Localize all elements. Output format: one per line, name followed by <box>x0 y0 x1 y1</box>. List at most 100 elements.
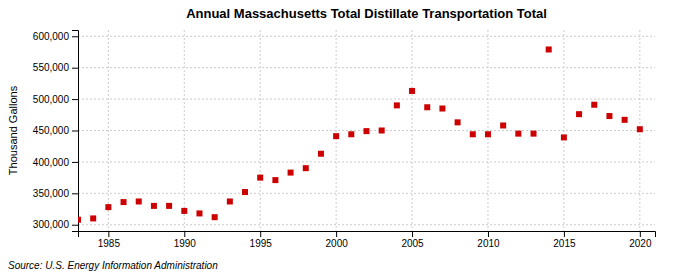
point <box>515 131 521 137</box>
point <box>303 165 309 171</box>
y-tick: 350,000 <box>33 188 78 199</box>
point <box>242 189 248 195</box>
x-tick-mark <box>564 231 565 237</box>
point <box>227 198 233 204</box>
x-tick-label: 2000 <box>326 238 349 249</box>
point <box>364 128 370 134</box>
point <box>105 204 111 210</box>
y-tick-label: 300,000 <box>33 219 70 230</box>
point <box>151 203 157 209</box>
y-tick-mark <box>72 99 78 100</box>
chart: 19851990199520002005201020152020300,0003… <box>0 0 675 275</box>
grid <box>78 30 655 231</box>
point <box>136 198 142 204</box>
x-tick-mark <box>488 231 489 237</box>
x-tick-label: 1990 <box>174 238 197 249</box>
plot-area: 19851990199520002005201020152020300,0003… <box>33 30 656 249</box>
x-tick-label: 2005 <box>401 238 424 249</box>
point <box>591 102 597 108</box>
y-tick-mark <box>72 131 78 132</box>
x-tick-mark <box>412 231 413 237</box>
point <box>637 126 643 132</box>
point <box>455 119 461 125</box>
point <box>424 104 430 110</box>
x-tick-label: 2010 <box>477 238 500 249</box>
y-tick-mark <box>72 68 78 69</box>
y-tick-mark <box>72 225 78 226</box>
y-axis-line <box>72 31 79 232</box>
x-tick-mark <box>640 231 641 237</box>
point <box>78 217 81 223</box>
point <box>394 102 400 108</box>
y-tick-label: 500,000 <box>33 94 70 105</box>
y-tick-label: 400,000 <box>33 157 70 168</box>
point <box>272 177 278 183</box>
point <box>561 134 567 140</box>
y-grid-line <box>78 224 655 225</box>
point <box>196 210 202 216</box>
point <box>439 106 445 112</box>
y-tick: 550,000 <box>33 62 78 73</box>
point <box>90 215 96 221</box>
x-tick-label: 1995 <box>250 238 273 249</box>
y-tick-mark <box>72 36 78 37</box>
point <box>622 117 628 123</box>
point <box>379 128 385 134</box>
annotation: Source: U.S. Energy Information Administ… <box>8 260 218 271</box>
x-axis-line <box>79 232 656 238</box>
x-axis: 1985 1990 1995 2000 2005 2010 2015 2020 <box>79 231 656 249</box>
x-tick-label: 2020 <box>629 238 652 249</box>
x-tick: 1995 <box>250 231 273 249</box>
y-grid-line <box>78 36 655 37</box>
y-grid-line <box>78 161 655 162</box>
point <box>485 131 491 137</box>
x-tick-label: 2015 <box>553 238 576 249</box>
point <box>531 131 537 137</box>
y-tick-label: 350,000 <box>33 188 70 199</box>
point <box>470 131 476 137</box>
y-axis: 300,000 350,000 400,000 450,000 500,000 550,0… <box>33 31 79 232</box>
point <box>212 214 218 220</box>
y-grid-line <box>78 193 655 194</box>
x-grid-line <box>108 30 109 231</box>
point <box>409 88 415 94</box>
points <box>78 46 643 222</box>
x-tick-mark <box>260 231 261 237</box>
y-tick-mark <box>72 193 78 194</box>
x-tick: 2000 <box>326 231 349 249</box>
x-tick: 1990 <box>174 231 197 249</box>
y-tick: 300,000 <box>33 219 78 230</box>
x-tick-label: 1985 <box>98 238 121 249</box>
y-tick-label: 450,000 <box>33 125 70 136</box>
point <box>166 203 172 209</box>
y-tick-mark <box>72 162 78 163</box>
y-tick-label: 550,000 <box>33 62 70 73</box>
point <box>257 175 263 181</box>
x-tick: 2010 <box>477 231 500 249</box>
point <box>181 208 187 214</box>
x-tick-mark <box>108 231 109 237</box>
x-tick: 2005 <box>401 231 424 249</box>
point <box>546 46 552 52</box>
x-tick: 1985 <box>98 231 121 249</box>
y-grid-line <box>78 67 655 68</box>
x-tick-mark <box>184 231 185 237</box>
y-tick-label: 600,000 <box>33 31 70 42</box>
y-grid-line <box>78 99 655 100</box>
x-tick: 2015 <box>553 231 576 249</box>
y-tick: 500,000 <box>33 94 78 105</box>
point <box>333 133 339 139</box>
y-tick: 450,000 <box>33 125 78 136</box>
point <box>318 151 324 157</box>
point <box>348 131 354 137</box>
point <box>288 170 294 176</box>
x-tick-mark <box>336 231 337 237</box>
y-tick: 600,000 <box>33 31 78 42</box>
point <box>500 122 506 128</box>
point <box>606 113 612 119</box>
point <box>121 199 127 205</box>
y-tick: 400,000 <box>33 157 78 168</box>
x-tick: 2020 <box>629 231 652 249</box>
y-axis-title: Thousand Gallons <box>7 85 19 175</box>
point <box>576 111 582 117</box>
